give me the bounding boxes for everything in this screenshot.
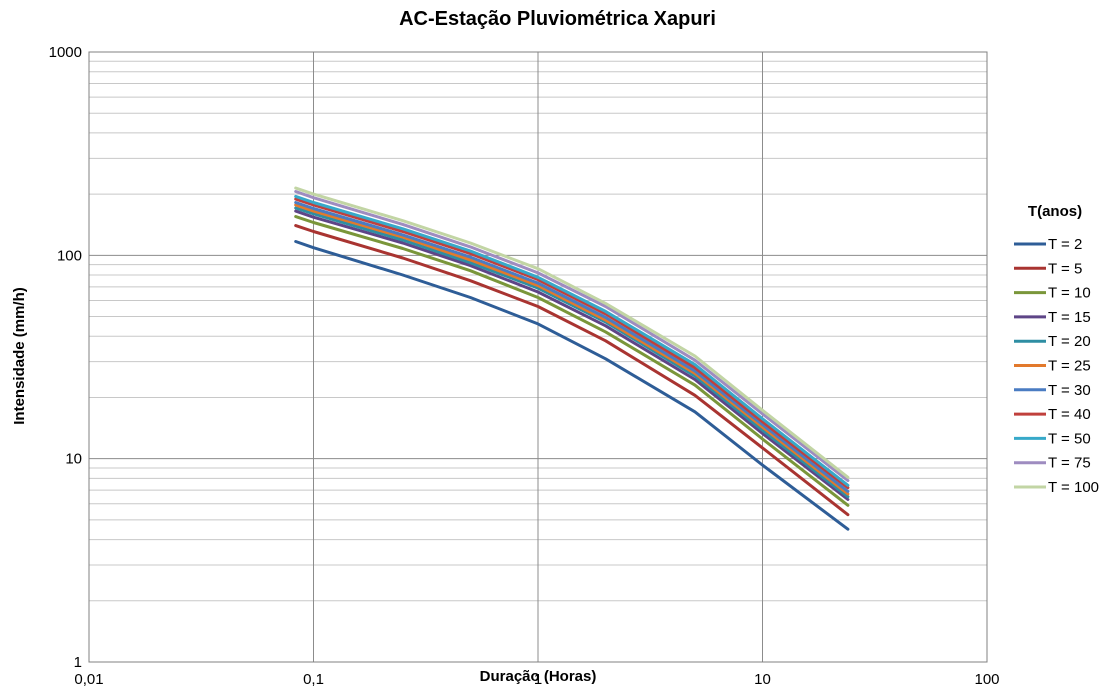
series-layer — [294, 186, 850, 531]
x-tick-label: 0,1 — [303, 671, 324, 686]
chart-title: AC-Estação Pluviométrica Xapuri — [399, 8, 716, 30]
series-line — [294, 215, 850, 507]
y-tick-label: 1000 — [49, 44, 82, 61]
series-line — [294, 209, 850, 501]
series-line — [294, 203, 850, 496]
series-line — [294, 206, 850, 499]
legend-title: T(anos) — [1028, 203, 1082, 220]
series-line — [294, 186, 850, 479]
legend-label: T = 15 — [1048, 309, 1091, 326]
legend-label: T = 2 — [1048, 236, 1082, 253]
x-axis-title: Duração (Horas) — [480, 668, 597, 685]
legend-label: T = 40 — [1048, 406, 1091, 423]
x-tick-label: 0,01 — [74, 671, 103, 686]
y-axis-title: Intensidade (mm/h) — [11, 287, 28, 425]
legend-label: T = 100 — [1048, 479, 1099, 496]
y-tick-label: 1 — [74, 654, 82, 671]
plot-frame — [88, 51, 988, 663]
legend-label: T = 75 — [1048, 455, 1091, 472]
x-tick-label: 10 — [754, 671, 771, 686]
series-line — [294, 201, 850, 493]
series-line — [294, 224, 850, 517]
grid-major — [88, 51, 988, 663]
series-line — [294, 190, 850, 483]
y-tick-labels: 1 10 100 1000 — [49, 44, 82, 671]
legend-label: T = 10 — [1048, 285, 1091, 302]
legend-label: T = 5 — [1048, 260, 1082, 277]
y-tick-label: 100 — [57, 247, 82, 264]
legend-label: T = 20 — [1048, 333, 1091, 350]
y-tick-label: 10 — [65, 451, 82, 468]
legend-label: T = 50 — [1048, 430, 1091, 447]
series-line — [294, 197, 850, 490]
legend: T(anos) T = 2 T = 5 T = 10 T = 15 T = 20 T = … — [1014, 203, 1099, 496]
legend-label: T = 25 — [1048, 358, 1091, 375]
x-tick-label: 100 — [974, 671, 999, 686]
x-tick-label: 1 — [534, 671, 542, 686]
series-line — [294, 194, 850, 487]
series-line — [294, 240, 850, 531]
x-tick-labels: 0,01 0,1 1 10 100 — [74, 671, 999, 686]
legend-label: T = 30 — [1048, 382, 1091, 399]
